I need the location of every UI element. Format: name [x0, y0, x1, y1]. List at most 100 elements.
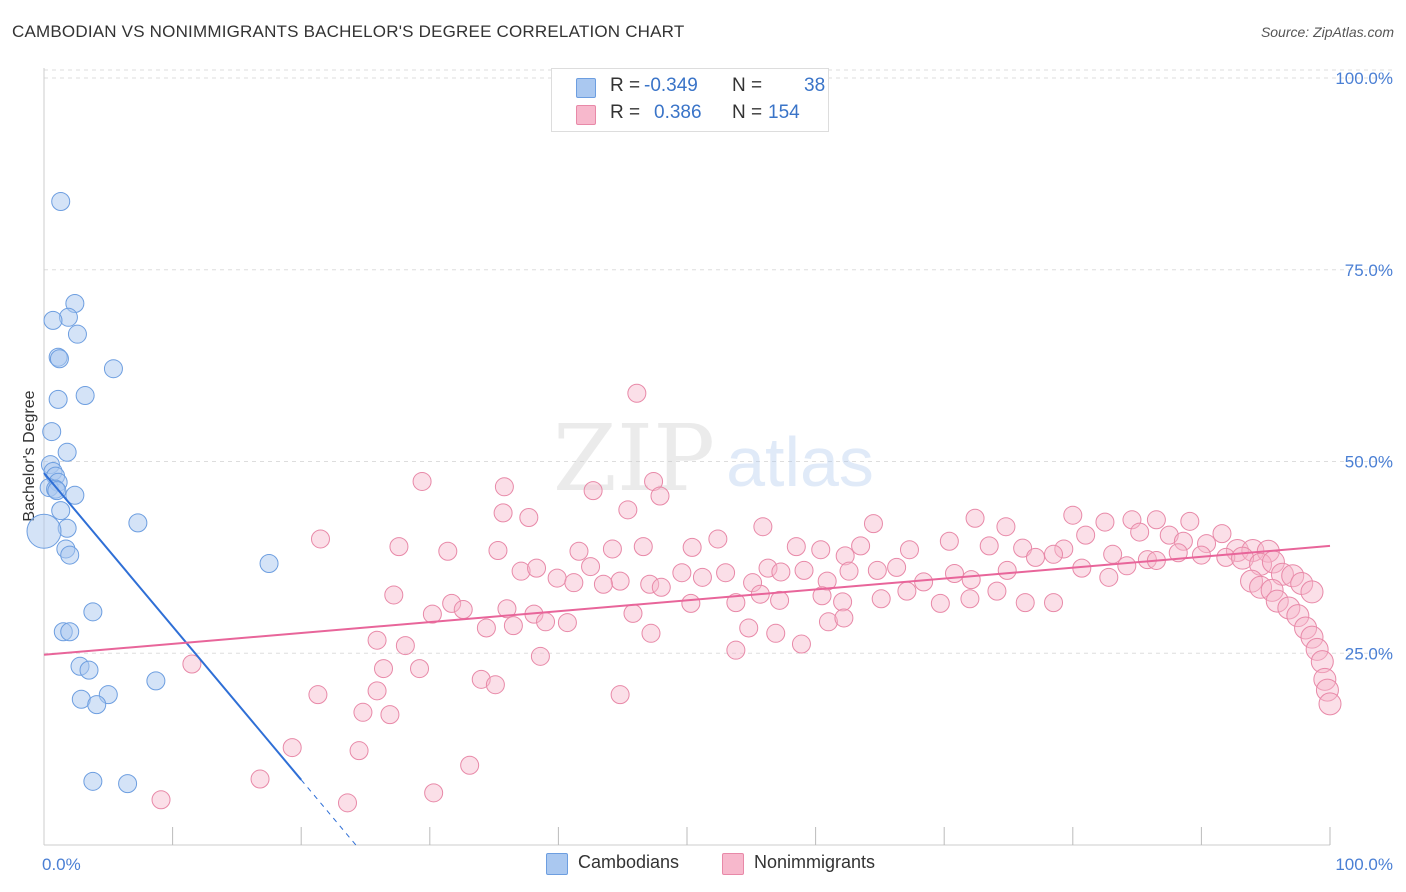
cambodians-point — [83, 602, 103, 622]
nonimmigrants-point — [726, 593, 746, 613]
nonimmigrants-point — [1063, 505, 1083, 525]
nonimmigrants-point — [1173, 531, 1193, 551]
nonimmigrants-point — [834, 608, 854, 628]
nonimmigrants-point — [817, 571, 837, 591]
bottom-legend-label: Cambodians — [578, 852, 680, 872]
nonimmigrants-point — [485, 675, 505, 695]
nonimmigrants-point — [422, 604, 442, 624]
x-tick-label: 0.0% — [42, 855, 81, 874]
nonimmigrants-point — [593, 574, 613, 594]
nonimmigrants-point — [897, 581, 917, 601]
nonimmigrants-point — [1191, 545, 1211, 565]
cambodians-trend-line — [43, 472, 302, 781]
nonimmigrants-point — [424, 783, 444, 803]
nonimmigrants-point — [1146, 510, 1166, 530]
nonimmigrants-point — [770, 590, 790, 610]
nonimmigrants-point — [771, 562, 791, 582]
nonimmigrants-point — [1095, 512, 1115, 532]
tick-labels: 25.0% 50.0% 75.0% 100.0% 0.0% 100.0% — [42, 69, 1393, 874]
nonimmigrants-point — [1130, 522, 1150, 542]
nonimmigrants-point — [1180, 511, 1200, 531]
nonimmigrants-point — [282, 738, 302, 758]
nonimmigrants-point — [442, 593, 462, 613]
nonimmigrants-points — [151, 383, 1342, 813]
nonimmigrants-point — [914, 572, 934, 592]
nonimmigrants-point — [716, 563, 736, 583]
cambodians-point — [49, 349, 69, 369]
cambodians-point — [146, 671, 166, 691]
nonimmigrants-point — [374, 659, 394, 679]
nonimmigrants-point — [250, 769, 270, 789]
nonimmigrants-point — [833, 592, 853, 612]
bottom-legend-swatch — [722, 853, 744, 875]
nonimmigrants-point — [493, 503, 513, 523]
nonimmigrants-point — [1300, 625, 1324, 649]
nonimmigrants-point — [944, 563, 964, 583]
nonimmigrants-point — [349, 741, 369, 761]
nonimmigrants-point — [650, 486, 670, 506]
nonimmigrants-point — [1277, 596, 1301, 620]
cambodians-point — [118, 774, 138, 794]
y-tick-label: 50.0% — [1345, 453, 1393, 472]
legend-r-value: 0.386 — [654, 102, 702, 123]
nonimmigrants-point — [569, 541, 589, 561]
legend-n-value: 38 — [804, 75, 826, 96]
nonimmigrants-point — [530, 646, 550, 666]
nonimmigrants-point — [965, 508, 985, 528]
nonimmigrants-point — [310, 529, 330, 549]
cambodians-point — [65, 485, 85, 505]
nonimmigrants-point — [939, 531, 959, 551]
nonimmigrants-point — [1076, 525, 1096, 545]
nonimmigrants-point — [640, 574, 660, 594]
nonimmigrants-point — [384, 585, 404, 605]
nonimmigrants-point — [1044, 593, 1064, 613]
x-tick-label: 100.0% — [1335, 855, 1393, 874]
watermark-atlas: atlas — [726, 423, 874, 501]
nonimmigrants-point — [739, 618, 759, 638]
nonimmigrants-point — [1015, 593, 1035, 613]
nonimmigrants-point — [1305, 637, 1329, 661]
y-axis-title: Bachelor's Degree — [21, 390, 38, 521]
legend-r-value: -0.349 — [644, 75, 698, 96]
nonimmigrants-point — [766, 623, 786, 643]
y-tick-label: 100.0% — [1335, 69, 1393, 88]
nonimmigrants-point — [818, 612, 838, 632]
nonimmigrants-point — [367, 681, 387, 701]
nonimmigrants-point — [367, 630, 387, 650]
cambodians-point — [103, 359, 123, 379]
nonimmigrants-point — [389, 537, 409, 557]
nonimmigrants-point — [1159, 525, 1179, 545]
nonimmigrants-point — [672, 563, 692, 583]
nonimmigrants-point — [708, 529, 728, 549]
nonimmigrants-point — [681, 593, 701, 613]
cambodians-point — [51, 191, 71, 211]
nonimmigrants-point — [497, 599, 517, 619]
legend-r-label: R = — [610, 75, 641, 96]
nonimmigrants-point — [835, 546, 855, 566]
nonimmigrants-point — [851, 536, 871, 556]
nonimmigrants-point — [979, 536, 999, 556]
nonimmigrants-point — [960, 589, 980, 609]
nonimmigrants-point — [1260, 578, 1284, 602]
cambodians-point — [60, 622, 80, 642]
cambodians-point — [42, 422, 62, 442]
nonimmigrants-point — [1117, 556, 1137, 576]
nonimmigrants-point — [1026, 547, 1046, 567]
cambodians-points — [26, 191, 279, 794]
nonimmigrants-point — [997, 560, 1017, 580]
nonimmigrants-point — [410, 659, 430, 679]
cambodians-trend-extension — [300, 779, 360, 850]
cambodians-point — [83, 771, 103, 791]
nonimmigrants-point — [583, 481, 603, 501]
nonimmigrants-point — [1197, 534, 1217, 554]
cambodians-point — [67, 324, 87, 344]
legend-swatch-nonimmigrants — [576, 105, 596, 125]
nonimmigrants-point — [786, 537, 806, 557]
nonimmigrants-point — [182, 654, 202, 674]
nonimmigrants-point — [536, 612, 556, 632]
nonimmigrants-point — [557, 613, 577, 633]
nonimmigrants-point — [758, 558, 778, 578]
y-tick-label: 75.0% — [1345, 261, 1393, 280]
nonimmigrants-point — [1044, 544, 1064, 564]
